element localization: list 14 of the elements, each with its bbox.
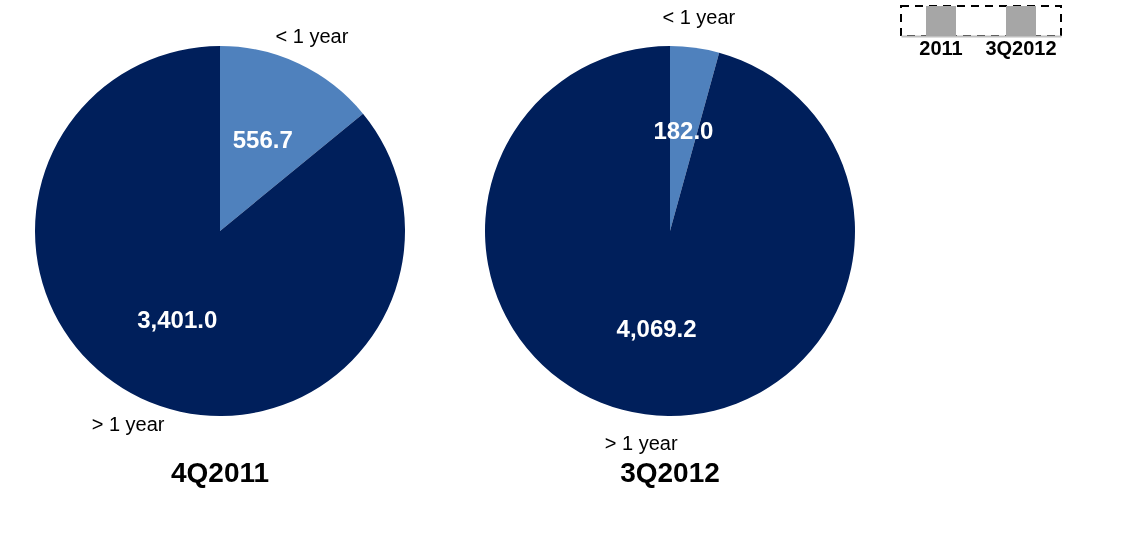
- data-label: 4,069.2: [616, 315, 697, 343]
- slice-label: > 1 year: [91, 413, 165, 436]
- pie-slice: [220, 46, 364, 231]
- pie-slice: [485, 46, 855, 416]
- slice-label: > 1 year: [604, 432, 678, 455]
- slice-label: < 1 year: [275, 24, 349, 47]
- data-label: 182.0: [653, 116, 714, 144]
- data-label: 556.7: [232, 125, 293, 153]
- x-tick-label: 2011: [919, 36, 963, 59]
- slice-label: < 1 year: [662, 5, 736, 28]
- text: 4Q2011: [170, 457, 270, 488]
- data-label: 3,401.0: [137, 306, 218, 334]
- text: 3Q2012: [620, 457, 720, 488]
- pie-slice: [35, 46, 405, 416]
